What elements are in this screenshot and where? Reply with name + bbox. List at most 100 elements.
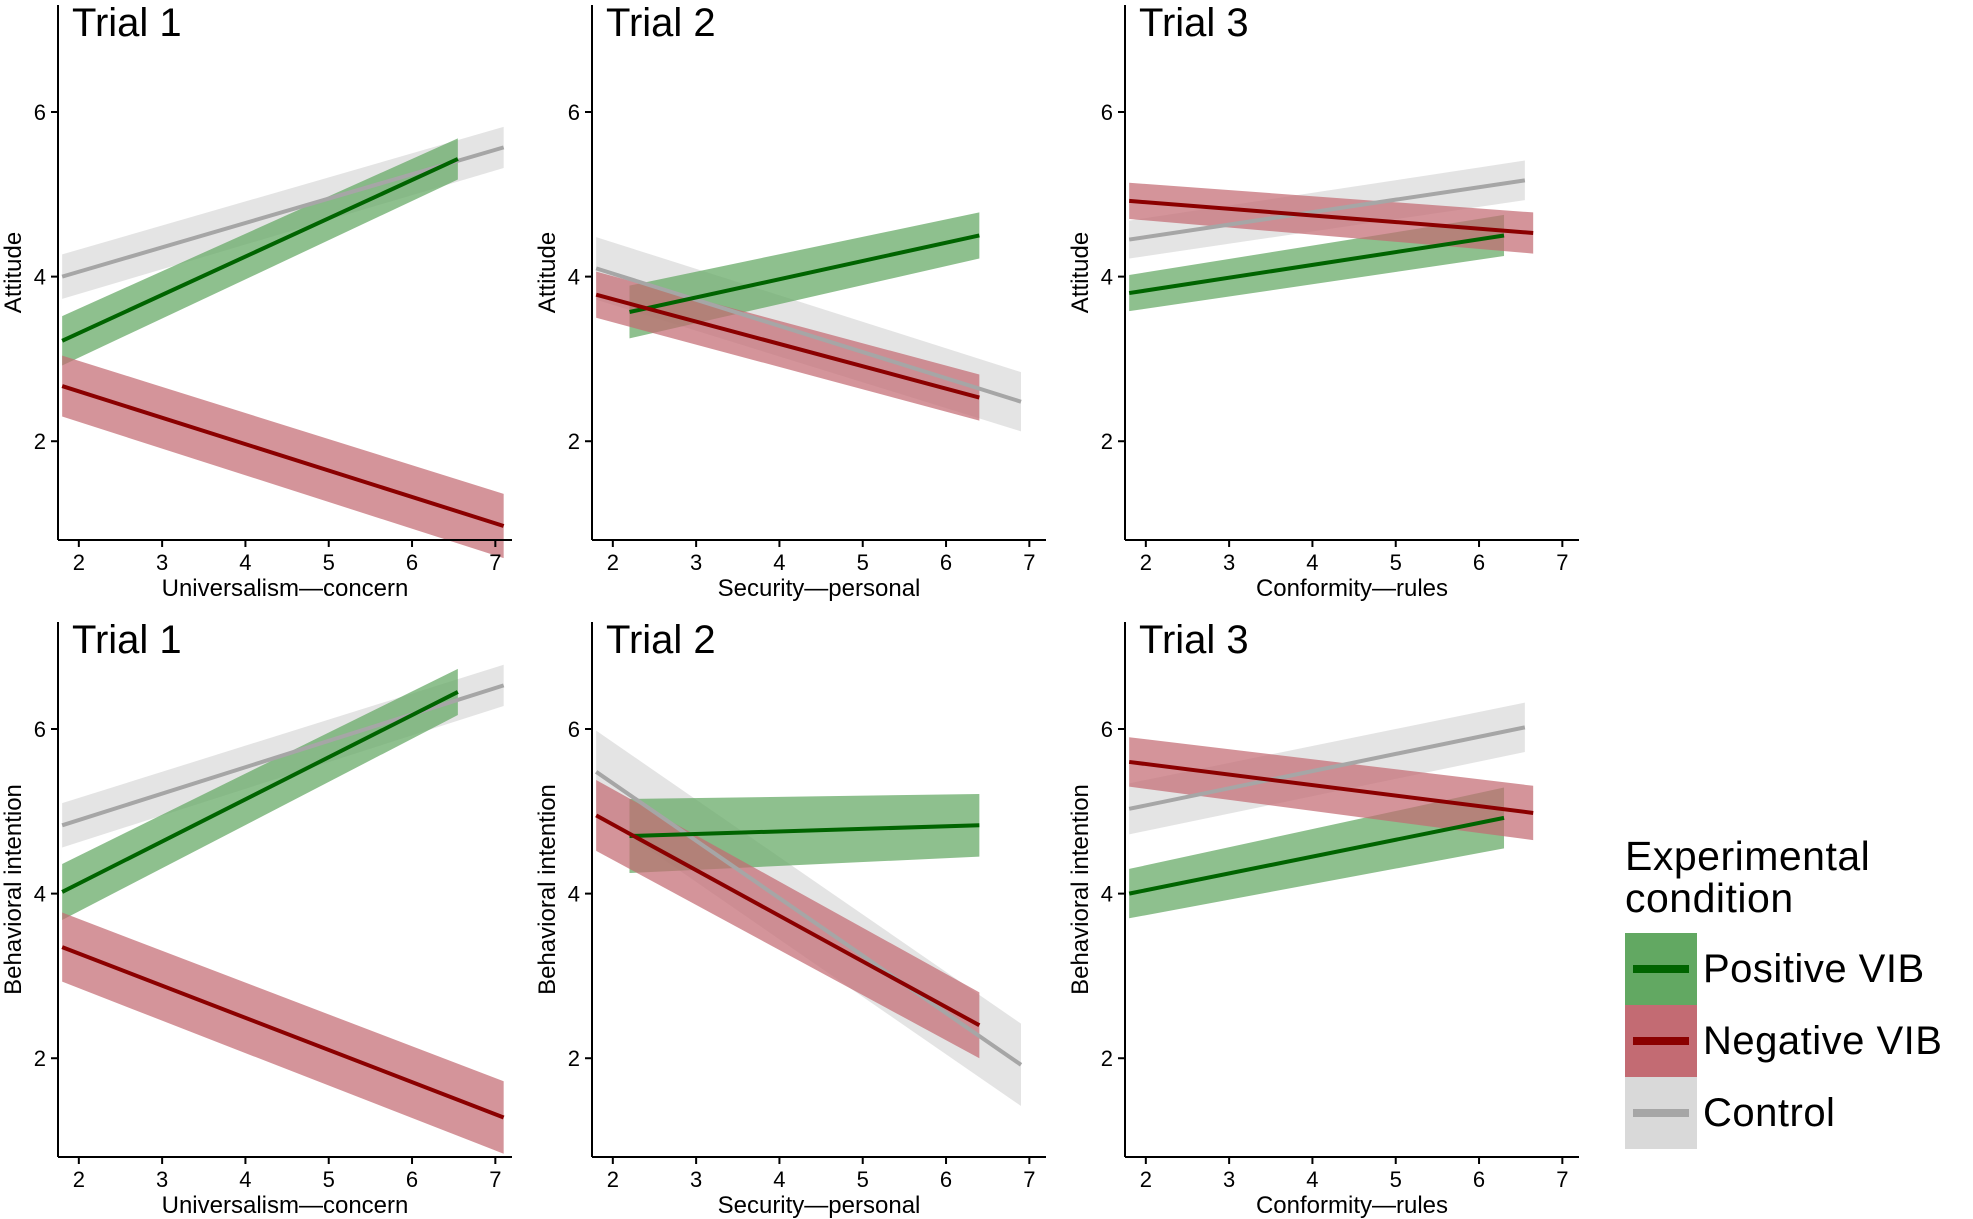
x-tick-label: 3 (690, 550, 702, 575)
y-tick-label: 2 (1101, 429, 1113, 454)
y-tick-label: 6 (1101, 100, 1113, 125)
legend-label-positive: Positive VIB (1703, 946, 1925, 991)
series-line-negative (595, 813, 981, 1028)
legend-item-positive: Positive VIB (1625, 933, 1965, 1005)
x-tick-label: 2 (73, 1167, 85, 1192)
x-tick-label: 2 (607, 550, 619, 575)
panel-title: Trial 2 (606, 618, 716, 662)
y-tick-label: 6 (568, 717, 580, 742)
y-tick-label: 4 (34, 265, 46, 290)
x-tick-label: 6 (1473, 550, 1485, 575)
x-axis-label: Security—personal (718, 1192, 921, 1219)
x-tick-label: 3 (1223, 550, 1235, 575)
panel-5: 2 3 4 5 6 7 2 4 6 Trial 2 Security—personal Behavio… (534, 618, 1046, 1219)
series-line-control (1128, 725, 1526, 811)
legend-title-line2: condition (1625, 875, 1794, 921)
x-tick-label: 6 (940, 1167, 952, 1192)
x-tick-label: 6 (940, 550, 952, 575)
x-tick-label: 5 (1390, 1167, 1402, 1192)
panel-2: 2 3 4 5 6 7 2 4 6 Trial 2 Security—personal Attitud… (534, 1, 1046, 602)
x-tick-label: 2 (73, 550, 85, 575)
panel-title: Trial 3 (1139, 618, 1249, 662)
series-line-positive (1128, 233, 1505, 296)
legend-key-control (1625, 1077, 1697, 1149)
y-tick-label: 2 (568, 429, 580, 454)
y-tick-label: 2 (34, 1046, 46, 1071)
series-line-control (595, 266, 1022, 404)
series-line-negative (61, 945, 505, 1120)
series-line-control (61, 683, 505, 828)
panel-title: Trial 1 (72, 1, 182, 45)
x-axis-label: Security—personal (718, 575, 921, 602)
panel-3: 2 3 4 5 6 7 2 4 6 Trial 3 Conformity—rules Attitude (1067, 1, 1579, 602)
series-line-control (61, 145, 505, 279)
legend-line-negative (1633, 1037, 1689, 1045)
y-tick-label: 6 (568, 100, 580, 125)
series-line-control (1128, 178, 1526, 242)
x-tick-label: 2 (1140, 550, 1152, 575)
legend-key-positive (1625, 933, 1697, 1005)
x-tick-label: 4 (1306, 1167, 1318, 1192)
y-axis-label: Attitude (1067, 232, 1094, 313)
x-axis-label: Conformity—rules (1256, 1192, 1448, 1219)
series-line-negative (1128, 759, 1534, 815)
legend-title-line1: Experimental (1625, 833, 1871, 879)
x-tick-label: 7 (1556, 1167, 1568, 1192)
panel-4: 2 3 4 5 6 7 2 4 6 Trial 1 Universalism—concern Beha… (0, 618, 512, 1219)
x-tick-label: 7 (489, 550, 501, 575)
x-tick-label: 5 (857, 1167, 869, 1192)
series-line-positive (629, 823, 980, 838)
series-line-positive (61, 690, 459, 894)
x-tick-label: 4 (239, 1167, 251, 1192)
y-tick-label: 6 (34, 100, 46, 125)
x-tick-label: 5 (857, 550, 869, 575)
series-line-negative (61, 384, 505, 528)
x-tick-label: 5 (323, 1167, 335, 1192)
y-axis-label: Attitude (0, 232, 27, 313)
x-tick-label: 2 (1140, 1167, 1152, 1192)
x-tick-label: 7 (1556, 550, 1568, 575)
y-tick-label: 4 (1101, 882, 1113, 907)
series-line-positive (1128, 815, 1505, 896)
y-axis-label: Behavioral intention (1067, 784, 1094, 995)
series-line-control (595, 770, 1023, 1067)
y-axis-label: Behavioral intention (0, 784, 27, 995)
x-tick-label: 7 (1023, 550, 1035, 575)
y-axis-label: Attitude (534, 232, 561, 313)
y-axis-label: Behavioral intention (534, 784, 561, 995)
y-tick-label: 4 (1101, 265, 1113, 290)
x-tick-label: 3 (156, 550, 168, 575)
y-tick-label: 6 (1101, 717, 1113, 742)
legend: Experimental condition Positive VIB Nega… (1625, 835, 1965, 1149)
x-tick-label: 3 (156, 1167, 168, 1192)
series-line-negative (1129, 198, 1534, 235)
x-tick-label: 3 (1223, 1167, 1235, 1192)
panel-title: Trial 3 (1139, 1, 1249, 45)
y-tick-label: 6 (34, 717, 46, 742)
y-tick-label: 4 (568, 882, 580, 907)
x-axis-label: Universalism—concern (162, 1192, 409, 1219)
x-tick-label: 4 (773, 550, 785, 575)
panel-title: Trial 1 (72, 618, 182, 662)
x-axis-label: Conformity—rules (1256, 575, 1448, 602)
series-line-negative (595, 292, 980, 400)
y-tick-label: 2 (1101, 1046, 1113, 1071)
x-tick-label: 4 (1306, 550, 1318, 575)
x-tick-label: 6 (406, 550, 418, 575)
x-tick-label: 5 (323, 550, 335, 575)
y-tick-label: 4 (568, 265, 580, 290)
x-tick-label: 2 (607, 1167, 619, 1192)
x-tick-label: 5 (1390, 550, 1402, 575)
series-line-positive (61, 157, 459, 343)
legend-label-negative: Negative VIB (1703, 1018, 1943, 1063)
x-tick-label: 4 (773, 1167, 785, 1192)
x-tick-label: 4 (239, 550, 251, 575)
legend-key-negative (1625, 1005, 1697, 1077)
x-tick-label: 7 (489, 1167, 501, 1192)
legend-label-control: Control (1703, 1090, 1836, 1135)
legend-item-control: Control (1625, 1077, 1965, 1149)
panel-6: 2 3 4 5 6 7 2 4 6 Trial 3 Conformity—rules Behavior… (1067, 618, 1579, 1219)
y-tick-label: 2 (34, 429, 46, 454)
legend-item-negative: Negative VIB (1625, 1005, 1965, 1077)
